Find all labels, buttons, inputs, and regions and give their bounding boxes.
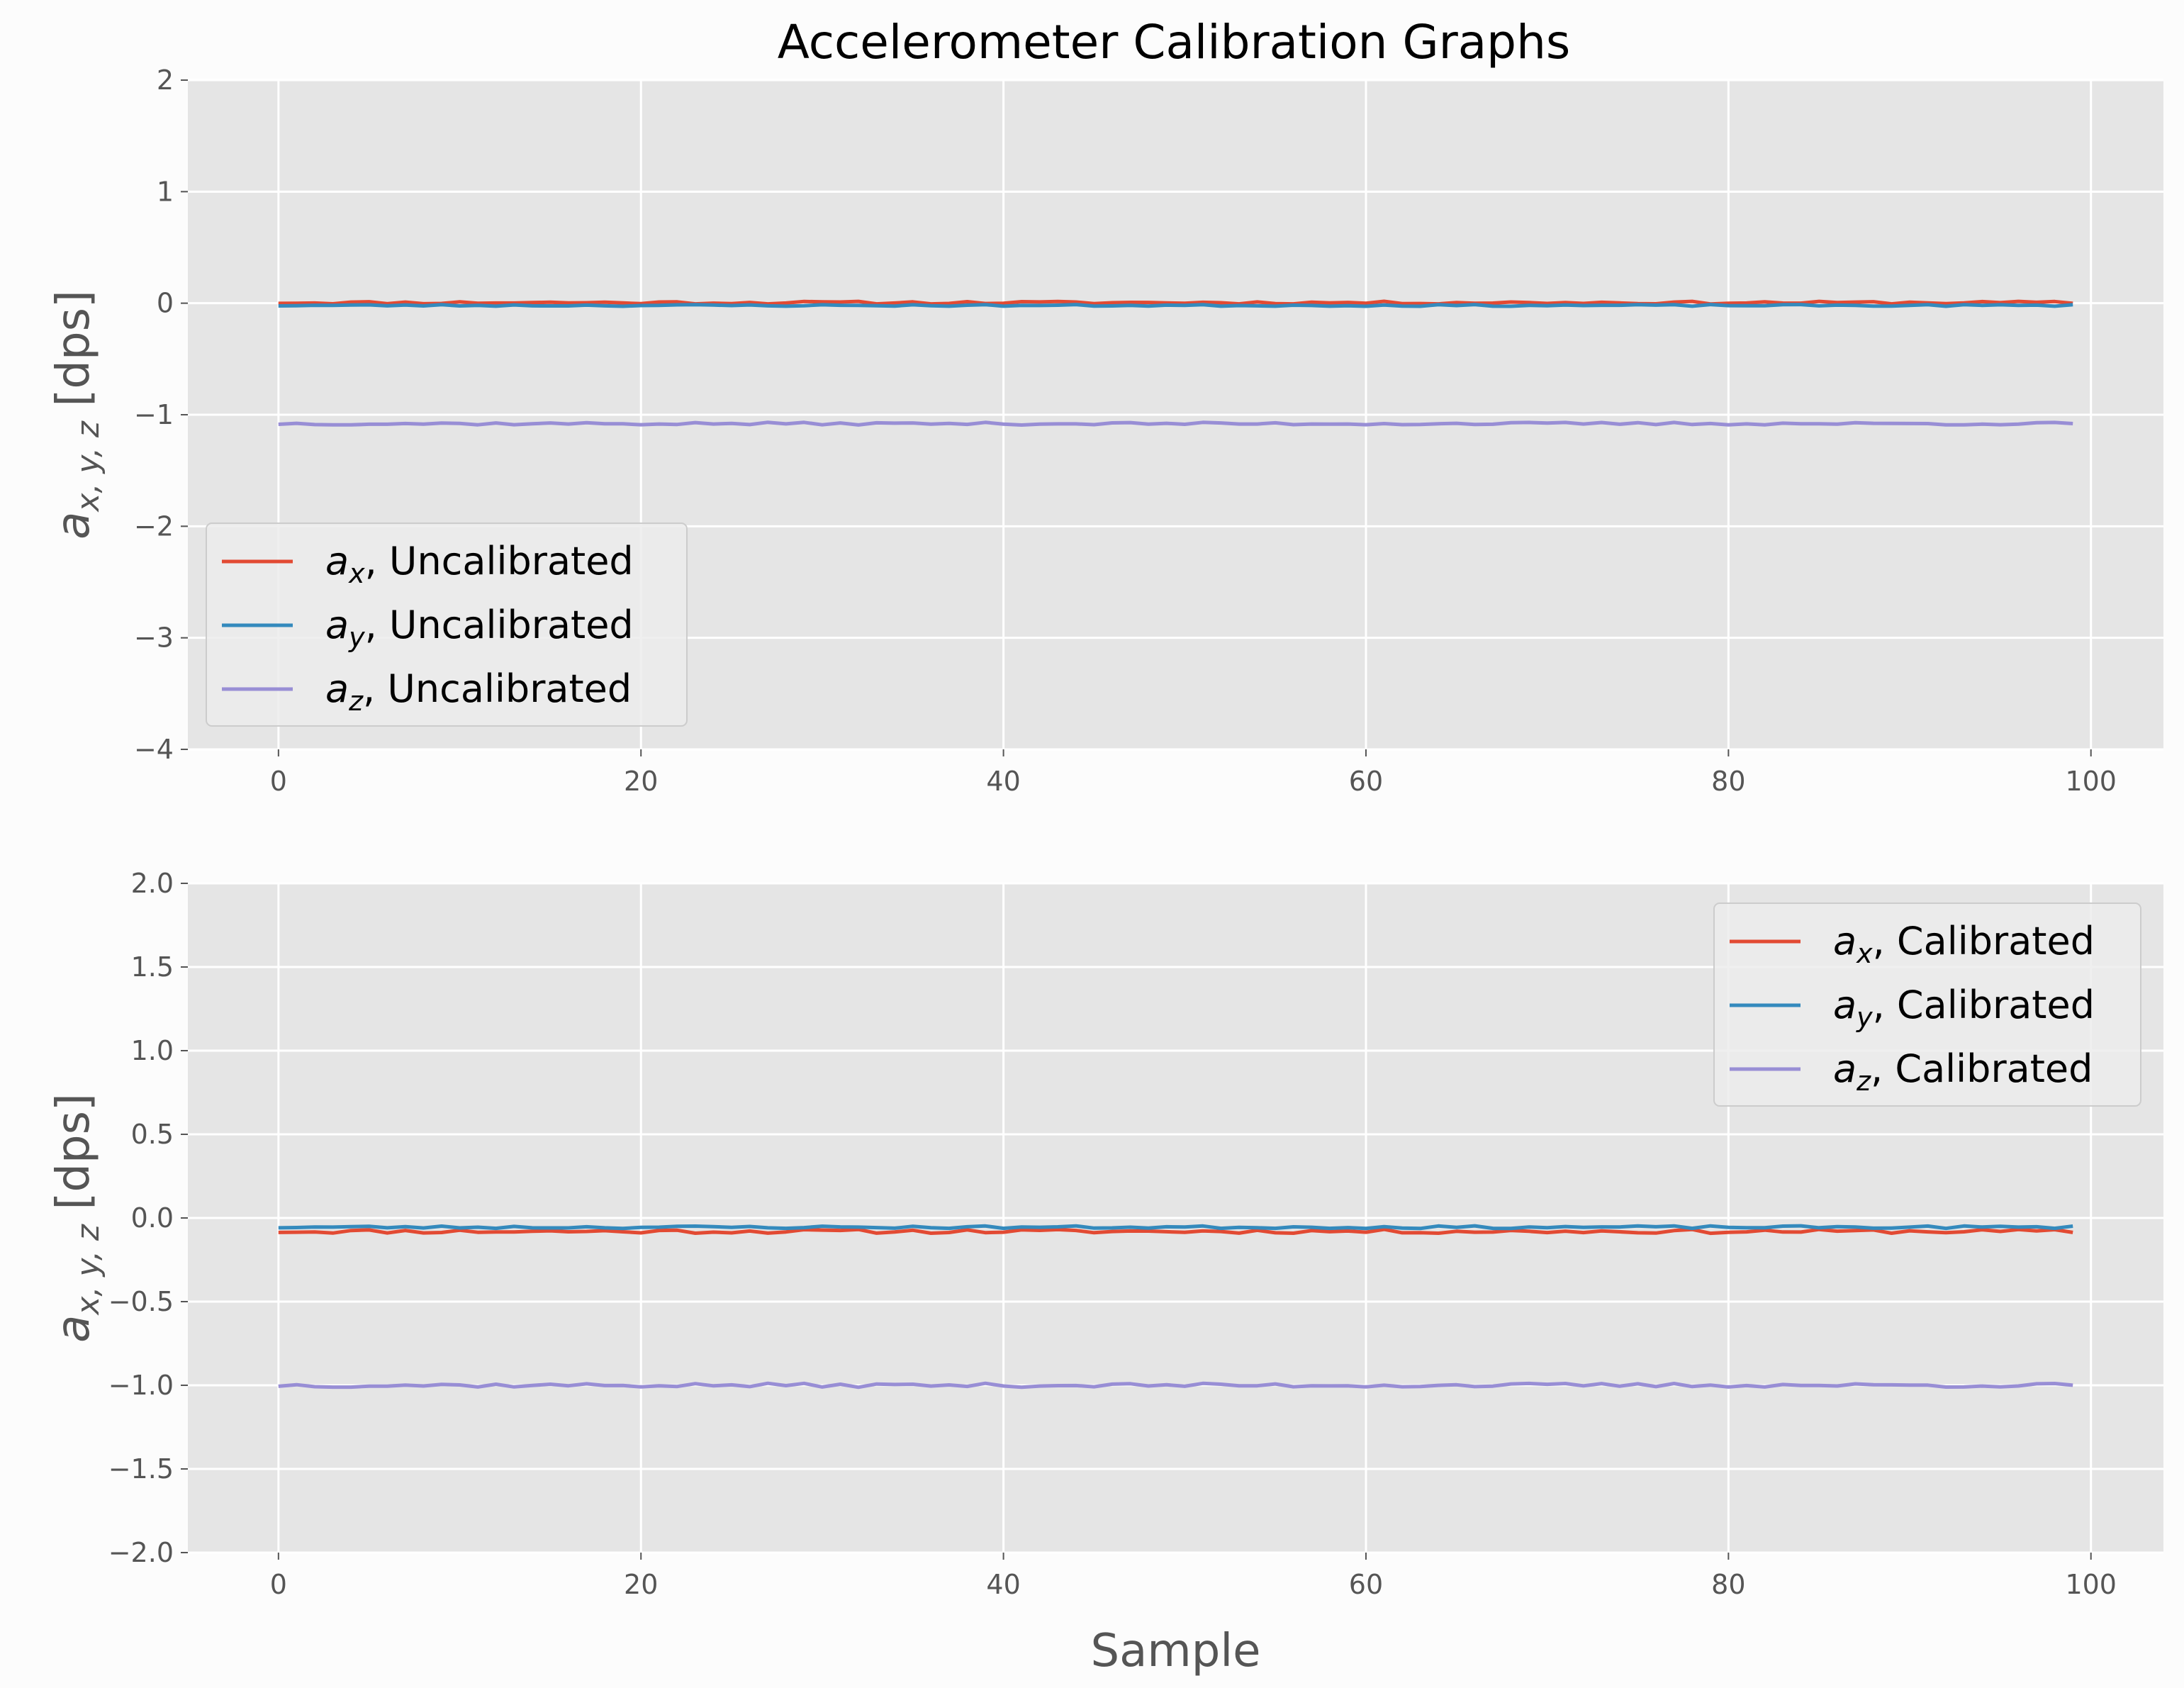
x-axis-label: Sample [1091, 1625, 1261, 1677]
series-line-x [278, 1227, 2073, 1236]
legend-entry-x: ax, Uncalibrated [325, 539, 634, 589]
legend-entry-y: ay, Uncalibrated [325, 603, 634, 653]
y-tick-label: −1.5 [108, 1453, 174, 1485]
series-line-y [278, 1224, 2073, 1231]
series-line-y [278, 303, 2073, 308]
x-tick-label: 20 [624, 1569, 658, 1600]
legend-entry-y: ay, Calibrated [1833, 983, 2095, 1033]
x-tick-label: 60 [1349, 766, 1383, 797]
x-tick-label: 60 [1349, 1569, 1383, 1600]
x-tick-label: 0 [270, 1569, 287, 1600]
y-tick-label: 0 [157, 288, 174, 319]
x-tick-label: 100 [2065, 766, 2117, 797]
y-tick-label: −4 [134, 734, 174, 765]
y-tick-label: −3 [134, 622, 174, 654]
series-line-z [278, 420, 2073, 427]
series-line-x [278, 299, 2073, 306]
legend-entry-x: ax, Calibrated [1833, 919, 2095, 969]
y-tick-label: −0.5 [108, 1286, 174, 1317]
x-tick-label: 80 [1711, 1569, 1745, 1600]
uncalibrated-axes: 0 20 40 60 80 100 −4 −3 −2 −1 0 1 2 ax, y, z [dps] ax,… [47, 65, 2163, 797]
y-axis-label: ax, y, z [dps] [47, 1093, 106, 1343]
x-tick-label: 40 [986, 1569, 1020, 1600]
y-tick-label: −1 [134, 399, 174, 430]
y-tick-label: −2 [134, 510, 174, 542]
legend-entry-z: az, Calibrated [1833, 1046, 2093, 1097]
x-tick-label: 20 [624, 766, 658, 797]
y-tick-label: 1.0 [131, 1035, 174, 1066]
y-tick-label: −1.0 [108, 1370, 174, 1401]
figure-title: Accelerometer Calibration Graphs [778, 15, 1571, 69]
y-tick-label: 2 [157, 65, 174, 96]
calibrated-axes: 0 20 40 60 80 100 −2.0 −1.5 −1.0 −0.5 0.0 0.5 1.0 1.5… [47, 868, 2163, 1677]
x-tick-label: 100 [2065, 1569, 2117, 1600]
y-axis-label: ax, y, z [dps] [47, 290, 106, 540]
legend-entry-z: az, Uncalibrated [325, 666, 632, 717]
y-tick-label: 1.5 [131, 951, 174, 983]
x-tick-label: 0 [270, 766, 287, 797]
y-tick-label: 0.0 [131, 1202, 174, 1234]
y-tick-label: 1 [157, 176, 174, 207]
x-tick-label: 40 [986, 766, 1020, 797]
legend-box [1713, 902, 2141, 1107]
y-tick-label: −2.0 [108, 1537, 174, 1568]
legend-box [206, 522, 688, 727]
y-tick-label: 2.0 [131, 868, 174, 899]
series-line-z [278, 1381, 2073, 1390]
y-tick-label: 0.5 [131, 1119, 174, 1150]
x-tick-label: 80 [1711, 766, 1745, 797]
